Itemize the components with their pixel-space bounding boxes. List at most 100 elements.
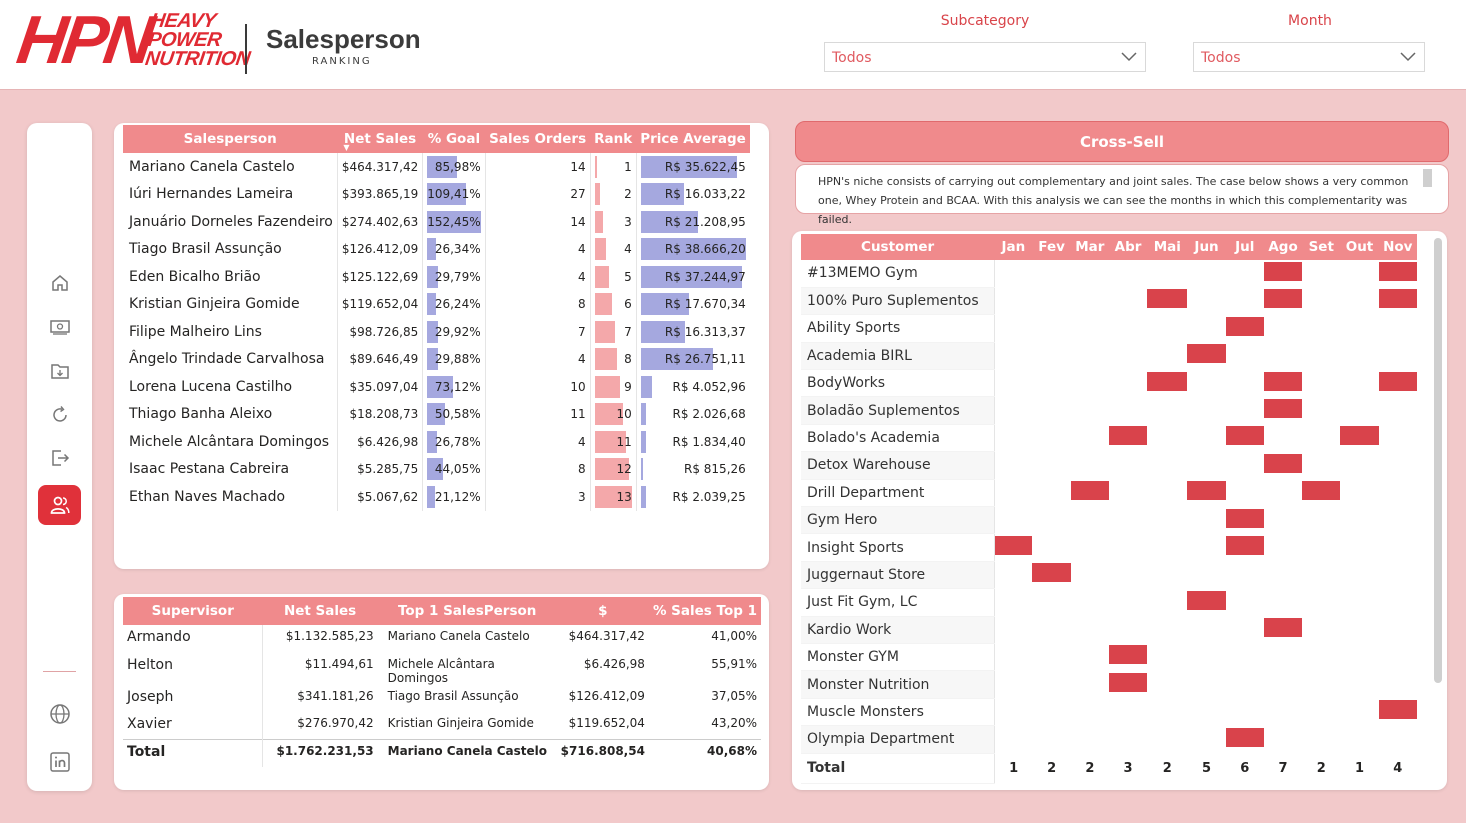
table-row[interactable]: Januário Dorneles Fazendeiro $274.402,63 1…: [123, 208, 750, 236]
column-header-rank[interactable]: Rank: [590, 125, 637, 153]
month-dropdown[interactable]: Todos: [1193, 42, 1425, 72]
table-row[interactable]: Tiago Brasil Assunção $126.412,09 26,34% 4 4…: [123, 235, 750, 263]
column-header-net-sales[interactable]: Net Sales ▼: [337, 125, 423, 153]
column-header-top1-salesperson[interactable]: Top 1 SalesPerson: [377, 597, 557, 625]
matrix-row[interactable]: Detox Warehouse: [801, 451, 1417, 480]
goal-value: 29,92%: [434, 324, 481, 339]
column-header-amount[interactable]: $: [556, 597, 649, 625]
matrix-row[interactable]: Drill Department: [801, 479, 1417, 508]
column-header-net-sales[interactable]: Net Sales: [262, 597, 378, 625]
column-header-pct-sales-top1[interactable]: % Sales Top 1: [648, 597, 761, 625]
matrix-row[interactable]: #13MEMO Gym: [801, 260, 1417, 288]
table-row[interactable]: Xavier $276.970,42 Kristian Ginjeira Gomid…: [123, 712, 761, 740]
table-row[interactable]: Kristian Ginjeira Gomide $119.652,04 26,24…: [123, 290, 750, 318]
users-icon[interactable]: [38, 485, 81, 525]
month-cell: [1147, 479, 1187, 506]
matrix-row[interactable]: Boladão Suplementos: [801, 396, 1417, 425]
description-scrollbar[interactable]: [1423, 169, 1432, 187]
table-row[interactable]: Mariano Canela Castelo $464.317,42 85,98% 1…: [123, 153, 750, 181]
top1-amount: $6.426,98: [583, 656, 645, 671]
table-row[interactable]: Iúri Hernandes Lameira $393.865,19 109,41%…: [123, 180, 750, 208]
matrix-row[interactable]: Bolado's Academia: [801, 424, 1417, 453]
price-average-value: R$ 4.052,96: [672, 379, 746, 394]
pct-sales-top1: 41,00%: [711, 629, 757, 643]
column-header-month[interactable]: Mai: [1147, 234, 1188, 260]
table-row[interactable]: Filipe Malheiro Lins $98.726,85 29,92% 7 7 R$…: [123, 318, 750, 346]
column-header-month[interactable]: Set: [1302, 234, 1341, 260]
column-header-customer[interactable]: Customer: [801, 234, 995, 260]
column-header-price-average[interactable]: Price Average: [636, 125, 750, 153]
data-bar-fill: [640, 348, 714, 371]
logout-icon[interactable]: [48, 446, 72, 470]
column-header-month[interactable]: Jul: [1225, 234, 1264, 260]
refresh-icon[interactable]: [48, 403, 72, 427]
month-cell: [1263, 452, 1303, 479]
matrix-row[interactable]: Just Fit Gym, LC: [801, 588, 1417, 617]
column-header-month[interactable]: Abr: [1108, 234, 1148, 260]
matrix-row[interactable]: 100% Puro Suplementos: [801, 287, 1417, 316]
goal-value-cell: 29,92%: [422, 318, 486, 346]
price-average-value: R$ 2.026,68: [672, 407, 746, 422]
table-row[interactable]: Thiago Banha Aleixo $18.208,73 50,58% 11 10 R…: [123, 400, 750, 428]
column-header-month[interactable]: Jun: [1187, 234, 1226, 260]
table-row[interactable]: Michele Alcântara Domingos $6.426,98 26,78…: [123, 428, 750, 456]
column-header-salesperson[interactable]: Salesperson: [123, 125, 338, 153]
matrix-row[interactable]: Insight Sports: [801, 533, 1417, 562]
table-row[interactable]: Joseph $341.181,26 Tiago Brasil Assunção $1…: [123, 684, 761, 712]
failed-cross-sell-mark: [1187, 590, 1226, 610]
subcategory-dropdown-value: Todos: [832, 50, 872, 66]
rank-value: 3: [624, 214, 632, 229]
month-cell: [1032, 507, 1070, 534]
month-cell: [1147, 370, 1188, 397]
money-icon[interactable]: [48, 315, 72, 339]
matrix-scrollbar[interactable]: [1434, 238, 1442, 683]
month-cell: [1264, 726, 1302, 753]
matrix-row[interactable]: Monster GYM: [801, 643, 1417, 672]
matrix-row[interactable]: Monster Nutrition: [801, 670, 1417, 699]
column-header-month[interactable]: Ago: [1263, 234, 1303, 260]
data-bar-fill: [594, 210, 604, 233]
supervisor-name: Joseph: [127, 688, 174, 705]
failed-cross-sell-mark: [1263, 618, 1303, 638]
home-icon[interactable]: [48, 271, 72, 295]
month-cell: [1071, 671, 1109, 698]
column-header-month[interactable]: Jan: [994, 234, 1033, 260]
column-header-sales-orders[interactable]: Sales Orders: [485, 125, 591, 153]
table-row[interactable]: Isaac Pestana Cabreira $5.285,75 44,05% 8 12…: [123, 455, 750, 483]
data-bar: 10: [594, 403, 632, 426]
table-row[interactable]: Helton $11.494,61 Michele Alcântara Doming…: [123, 652, 761, 685]
month-cell: [1032, 479, 1070, 506]
matrix-row[interactable]: Ability Sports: [801, 314, 1417, 343]
folder-download-icon[interactable]: [48, 359, 72, 383]
net-sales-value: $464.317,42: [336, 153, 423, 181]
matrix-row[interactable]: Juggernaut Store: [801, 561, 1417, 590]
matrix-row[interactable]: Academia BIRL: [801, 342, 1417, 371]
column-header-month[interactable]: Nov: [1378, 234, 1417, 260]
globe-icon[interactable]: [48, 702, 72, 726]
subcategory-dropdown[interactable]: Todos: [824, 42, 1146, 72]
data-bar: 6: [594, 293, 632, 316]
customer-name: Olympia Department: [801, 725, 995, 754]
table-row[interactable]: Ethan Naves Machado $5.067,62 21,12% 3 13 R$ …: [123, 483, 750, 511]
matrix-row[interactable]: Muscle Monsters: [801, 698, 1417, 727]
table-row[interactable]: Eden Bicalho Brião $125.122,69 29,79% 4 5 R$ …: [123, 263, 750, 291]
column-header-goal[interactable]: % Goal: [422, 125, 486, 153]
table-row[interactable]: Armando $1.132.585,23 Mariano Canela Caste…: [123, 625, 761, 653]
column-header-month[interactable]: Out: [1340, 234, 1379, 260]
matrix-row[interactable]: BodyWorks: [801, 369, 1417, 398]
column-header-month[interactable]: Mar: [1070, 234, 1109, 260]
salesperson-name: Lorena Lucena Castilho: [123, 373, 338, 401]
column-header-supervisor[interactable]: Supervisor: [123, 597, 263, 625]
matrix-row[interactable]: Kardio Work: [801, 616, 1417, 644]
linkedin-icon[interactable]: [48, 750, 72, 774]
matrix-row[interactable]: Gym Hero: [801, 506, 1417, 535]
month-cell: [993, 533, 1033, 562]
data-bar-fill: [594, 458, 629, 481]
matrix-row[interactable]: Olympia Department: [801, 725, 1417, 754]
month-cell: [993, 616, 1033, 644]
data-bar-fill: [427, 320, 438, 343]
table-row[interactable]: Ângelo Trindade Carvalhosa $89.646,49 29,8…: [123, 345, 750, 373]
month-cell: [993, 479, 1033, 507]
column-header-month[interactable]: Fev: [1032, 234, 1071, 260]
table-row[interactable]: Lorena Lucena Castilho $35.097,04 73,12% 10…: [123, 373, 750, 401]
